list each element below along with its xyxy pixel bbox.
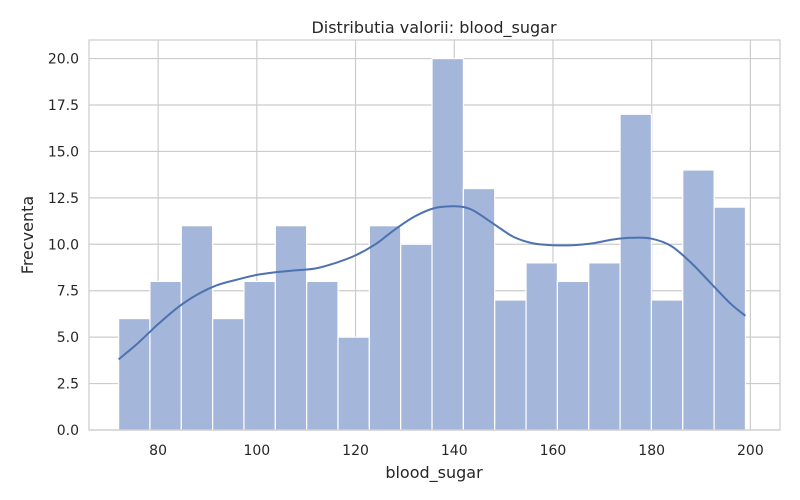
x-axis-label: blood_sugar [385, 463, 483, 483]
y-tick-labels: 0.0 2.5 5.0 7.5 10.0 12.5 15.0 17.5 20.0 [48, 52, 79, 439]
histogram-bar [588, 262, 621, 431]
x-tick-label: 160 [540, 443, 567, 459]
histogram-bar [180, 225, 214, 431]
y-tick-label: 12.5 [48, 191, 79, 207]
histogram-bar [149, 280, 182, 431]
x-tick-label: 200 [737, 443, 764, 459]
x-tick-label: 140 [441, 443, 468, 459]
histogram-bar [682, 169, 715, 431]
histogram-bar [337, 336, 370, 431]
x-tick-label: 80 [149, 443, 167, 459]
histogram-bar [274, 225, 308, 431]
y-tick-label: 5.0 [57, 330, 79, 346]
histogram-bar [212, 317, 245, 431]
y-tick-label: 0.0 [57, 423, 79, 439]
histogram-bar [462, 187, 496, 431]
histogram-bar [525, 262, 558, 431]
y-tick-label: 15.0 [48, 144, 79, 160]
bars [118, 57, 747, 431]
y-tick-label: 17.5 [48, 98, 79, 114]
y-tick-label: 7.5 [57, 284, 79, 300]
y-tick-label: 10.0 [48, 237, 79, 253]
x-tick-labels: 80 100 120 140 160 180 200 [149, 443, 764, 459]
histogram-bar [556, 280, 590, 431]
histogram-bar [650, 299, 684, 431]
y-axis-label: Frecventa [18, 196, 37, 274]
histogram-bar [494, 299, 527, 431]
histogram-bar [619, 113, 653, 431]
y-tick-label: 2.5 [57, 377, 79, 393]
histogram-bar [713, 206, 747, 431]
histogram-bar [431, 57, 464, 431]
histogram-bar [306, 280, 339, 431]
kde-line [117, 205, 747, 361]
x-tick-label: 180 [638, 443, 665, 459]
plot-frame [88, 39, 781, 431]
chart-title: Distributia valorii: blood_sugar [311, 18, 557, 38]
histogram-bar [368, 225, 402, 431]
x-tick-label: 120 [342, 443, 369, 459]
y-tick-label: 20.0 [48, 52, 79, 68]
x-tick-label: 100 [243, 443, 270, 459]
histogram-bar [400, 243, 433, 431]
histogram-bar [243, 280, 276, 431]
